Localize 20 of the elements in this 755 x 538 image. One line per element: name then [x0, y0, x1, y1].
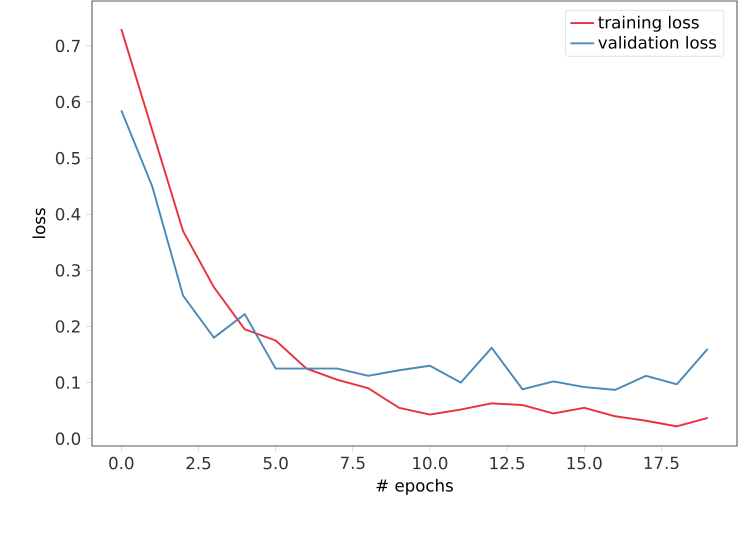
y-tick-label: 0.6: [56, 96, 80, 108]
x-tick-label: 2.5: [186, 456, 210, 470]
x-tick-label: 0.0: [109, 456, 134, 470]
x-tick-label: 17.5: [644, 456, 678, 470]
legend-label: validation loss: [598, 36, 716, 49]
x-tick-label: 10.0: [413, 456, 448, 470]
x-tick-label: 7.5: [340, 456, 365, 470]
y-tick-label: 0.3: [56, 264, 80, 277]
x-tick-label: 12.5: [490, 456, 524, 470]
y-tick-label: 0.5: [56, 152, 80, 164]
x-tick-label: 15.0: [568, 456, 602, 470]
x-tick-label: 5.0: [264, 456, 288, 470]
y-axis-title: loss: [32, 208, 46, 238]
y-tick-label: 0.0: [56, 432, 80, 445]
x-axis-title: # epochs: [376, 478, 453, 495]
y-tick-label: 0.4: [56, 208, 80, 221]
legend-label: training loss: [598, 16, 699, 32]
y-tick-label: 0.7: [56, 40, 80, 52]
y-tick-label: 0.2: [56, 320, 80, 333]
y-tick-label: 0.1: [56, 376, 80, 389]
